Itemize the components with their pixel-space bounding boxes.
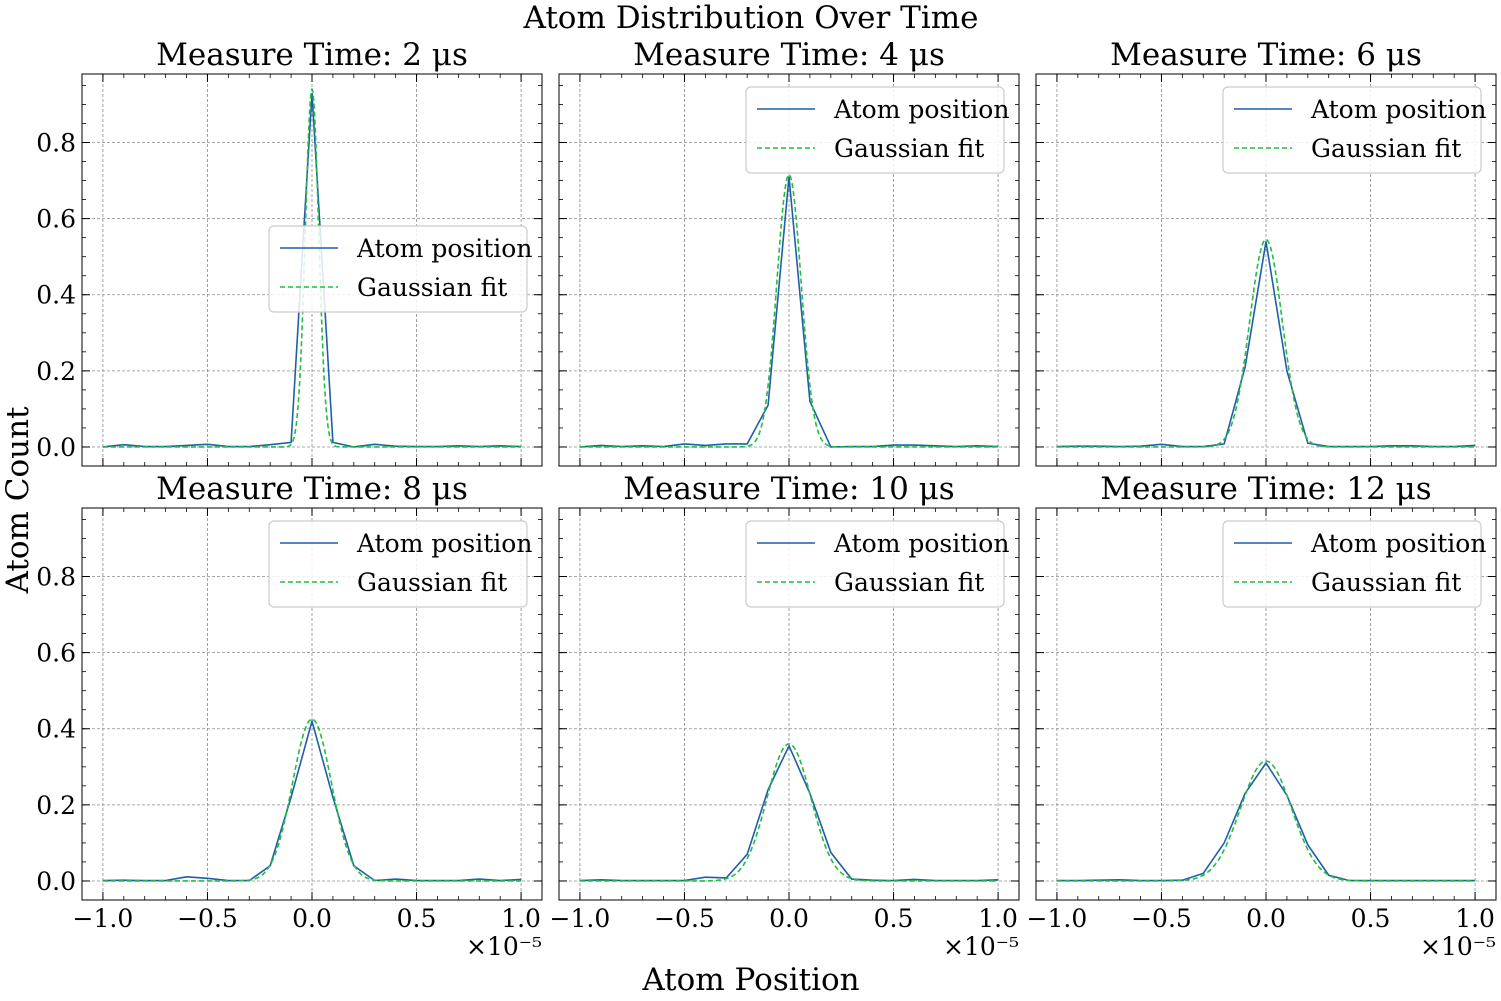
subplot-title: Measure Time: 4 μs <box>633 37 945 73</box>
legend-label-atom-position: Atom position <box>356 529 532 558</box>
series-atom-position <box>579 176 999 448</box>
legend-label-atom-position: Atom position <box>356 234 532 263</box>
x-offset-label: ×10⁻⁵ <box>1420 932 1496 961</box>
legend-label-gaussian-fit: Gaussian fit <box>1311 134 1461 163</box>
axes-frame <box>1035 507 1497 901</box>
x-tick-label: 0.0 <box>292 904 332 933</box>
axes-frame <box>558 507 1020 901</box>
x-tick-label: −0.5 <box>1131 904 1192 933</box>
x-tick-label: −0.5 <box>654 904 715 933</box>
figure-title: Atom Distribution Over Time <box>522 0 978 36</box>
legend: Atom position Gaussian fit <box>745 520 1009 608</box>
x-tick-label: −1.0 <box>550 904 611 933</box>
subplot-1: Measure Time: 2 μs 0.0 0.2 0.4 0.6 0.8 Atom po… <box>36 37 543 467</box>
y-axis-label: Atom Count <box>0 406 36 595</box>
subplot-4: Measure Time: 8 μs −1.0 −0.5 0.0 0.5 1.0×10⁻⁵… <box>36 471 543 961</box>
legend: Atom position Gaussian fit <box>745 86 1009 174</box>
series-gaussian-fit <box>1056 760 1476 882</box>
series-gaussian-fit <box>579 743 999 882</box>
legend-label-gaussian-fit: Gaussian fit <box>834 568 984 597</box>
x-tick-label: 0.0 <box>769 904 809 933</box>
axes-frame <box>558 73 1020 467</box>
x-tick-label: 0.0 <box>1246 904 1286 933</box>
y-tick-label: 0.0 <box>36 433 76 462</box>
y-tick-label: 0.8 <box>36 129 76 158</box>
x-tick-label: −1.0 <box>73 904 134 933</box>
y-tick-label: 0.6 <box>36 205 76 234</box>
axes-frame <box>81 73 543 467</box>
legend-label-gaussian-fit: Gaussian fit <box>357 273 507 302</box>
x-tick-label: 1.0 <box>1455 904 1495 933</box>
legend: Atom position Gaussian fit <box>268 520 532 608</box>
x-tick-label: −1.0 <box>1027 904 1088 933</box>
series-atom-position <box>102 718 522 882</box>
legend-label-gaussian-fit: Gaussian fit <box>357 568 507 597</box>
subplot-title: Measure Time: 8 μs <box>156 471 468 507</box>
axes-frame <box>1035 73 1497 467</box>
legend-label-atom-position: Atom position <box>1310 529 1486 558</box>
y-tick-label: 0.4 <box>36 715 76 744</box>
y-tick-label: 0.4 <box>36 281 76 310</box>
subplot-5: Measure Time: 10 μs −1.0 −0.5 0.0 0.5 1.0×10⁻… <box>550 471 1020 961</box>
legend-label-atom-position: Atom position <box>833 95 1009 124</box>
x-axis-label: Atom Position <box>641 962 859 998</box>
y-tick-label: 0.6 <box>36 639 76 668</box>
series-gaussian-fit <box>102 87 522 448</box>
legend: Atom position Gaussian fit <box>1222 520 1486 608</box>
legend-label-atom-position: Atom position <box>833 529 1009 558</box>
y-tick-label: 0.2 <box>36 357 76 386</box>
x-tick-label: −0.5 <box>177 904 238 933</box>
series-atom-position <box>102 92 522 448</box>
axes-frame <box>81 507 543 901</box>
series-atom-position <box>1056 241 1476 448</box>
legend-label-gaussian-fit: Gaussian fit <box>834 134 984 163</box>
subplot-6: Measure Time: 12 μs −1.0 −0.5 0.0 0.5 1.0×10⁻… <box>1027 471 1497 961</box>
x-offset-label: ×10⁻⁵ <box>943 932 1019 961</box>
subplot-title: Measure Time: 10 μs <box>623 471 954 507</box>
legend-label-gaussian-fit: Gaussian fit <box>1311 568 1461 597</box>
subplots: Measure Time: 2 μs 0.0 0.2 0.4 0.6 0.8 Atom po… <box>36 37 1497 961</box>
y-tick-label: 0.2 <box>36 791 76 820</box>
series-gaussian-fit <box>579 173 999 448</box>
legend: Atom position Gaussian fit <box>268 225 532 313</box>
subplot-3: Measure Time: 6 μs Atom position Gaussian … <box>1035 37 1497 467</box>
subplot-title: Measure Time: 6 μs <box>1110 37 1422 73</box>
legend-label-atom-position: Atom position <box>1310 95 1486 124</box>
x-tick-label: 0.5 <box>1351 904 1391 933</box>
y-tick-label: 0.8 <box>36 563 76 592</box>
subplot-title: Measure Time: 12 μs <box>1100 471 1431 507</box>
y-tick-label: 0.0 <box>36 867 76 896</box>
x-tick-label: 1.0 <box>978 904 1018 933</box>
series-gaussian-fit <box>1056 238 1476 448</box>
subplot-2: Measure Time: 4 μs Atom position Gaussian … <box>558 37 1020 467</box>
x-tick-label: 0.5 <box>397 904 437 933</box>
subplot-title: Measure Time: 2 μs <box>156 37 468 73</box>
legend: Atom position Gaussian fit <box>1222 86 1486 174</box>
x-offset-label: ×10⁻⁵ <box>466 932 542 961</box>
x-tick-label: 1.0 <box>501 904 541 933</box>
x-tick-label: 0.5 <box>874 904 914 933</box>
